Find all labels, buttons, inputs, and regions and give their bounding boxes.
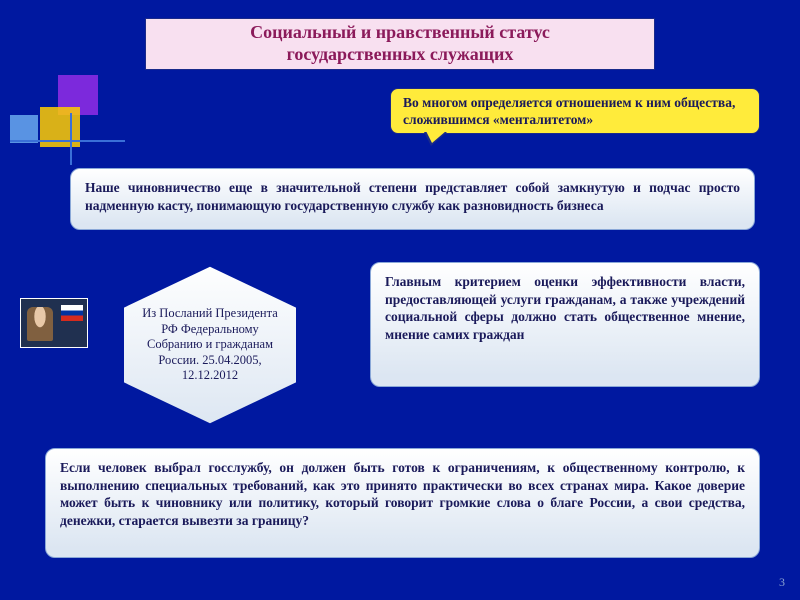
hexagon-text: Из Посланий Президента РФ Федеральному С… xyxy=(110,260,310,430)
russia-flag-icon xyxy=(61,305,83,321)
decorative-squares xyxy=(10,75,130,165)
title-box: Социальный и нравственный статус государ… xyxy=(145,18,655,70)
page-number: 3 xyxy=(779,575,785,590)
quote-criterion: Главным критерием оценки эффективности в… xyxy=(370,262,760,387)
quote-civil-service: Если человек выбрал госслужбу, он должен… xyxy=(45,448,760,558)
title-line2: государственных служащих xyxy=(146,44,654,66)
president-photo xyxy=(20,298,88,348)
deco-vline xyxy=(70,113,72,165)
square-blue xyxy=(10,115,38,143)
hexagon-source: Из Посланий Президента РФ Федеральному С… xyxy=(95,260,325,430)
quote-bureaucracy: Наше чиновничество еще в значительной ст… xyxy=(70,168,755,230)
deco-hline xyxy=(10,140,125,142)
callout-mentality: Во многом определяется отношением к ним … xyxy=(390,88,760,134)
title-line1: Социальный и нравственный статус xyxy=(146,22,654,44)
